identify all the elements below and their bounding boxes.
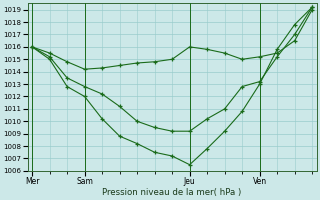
X-axis label: Pression niveau de la mer( hPa ): Pression niveau de la mer( hPa ) (102, 188, 242, 197)
